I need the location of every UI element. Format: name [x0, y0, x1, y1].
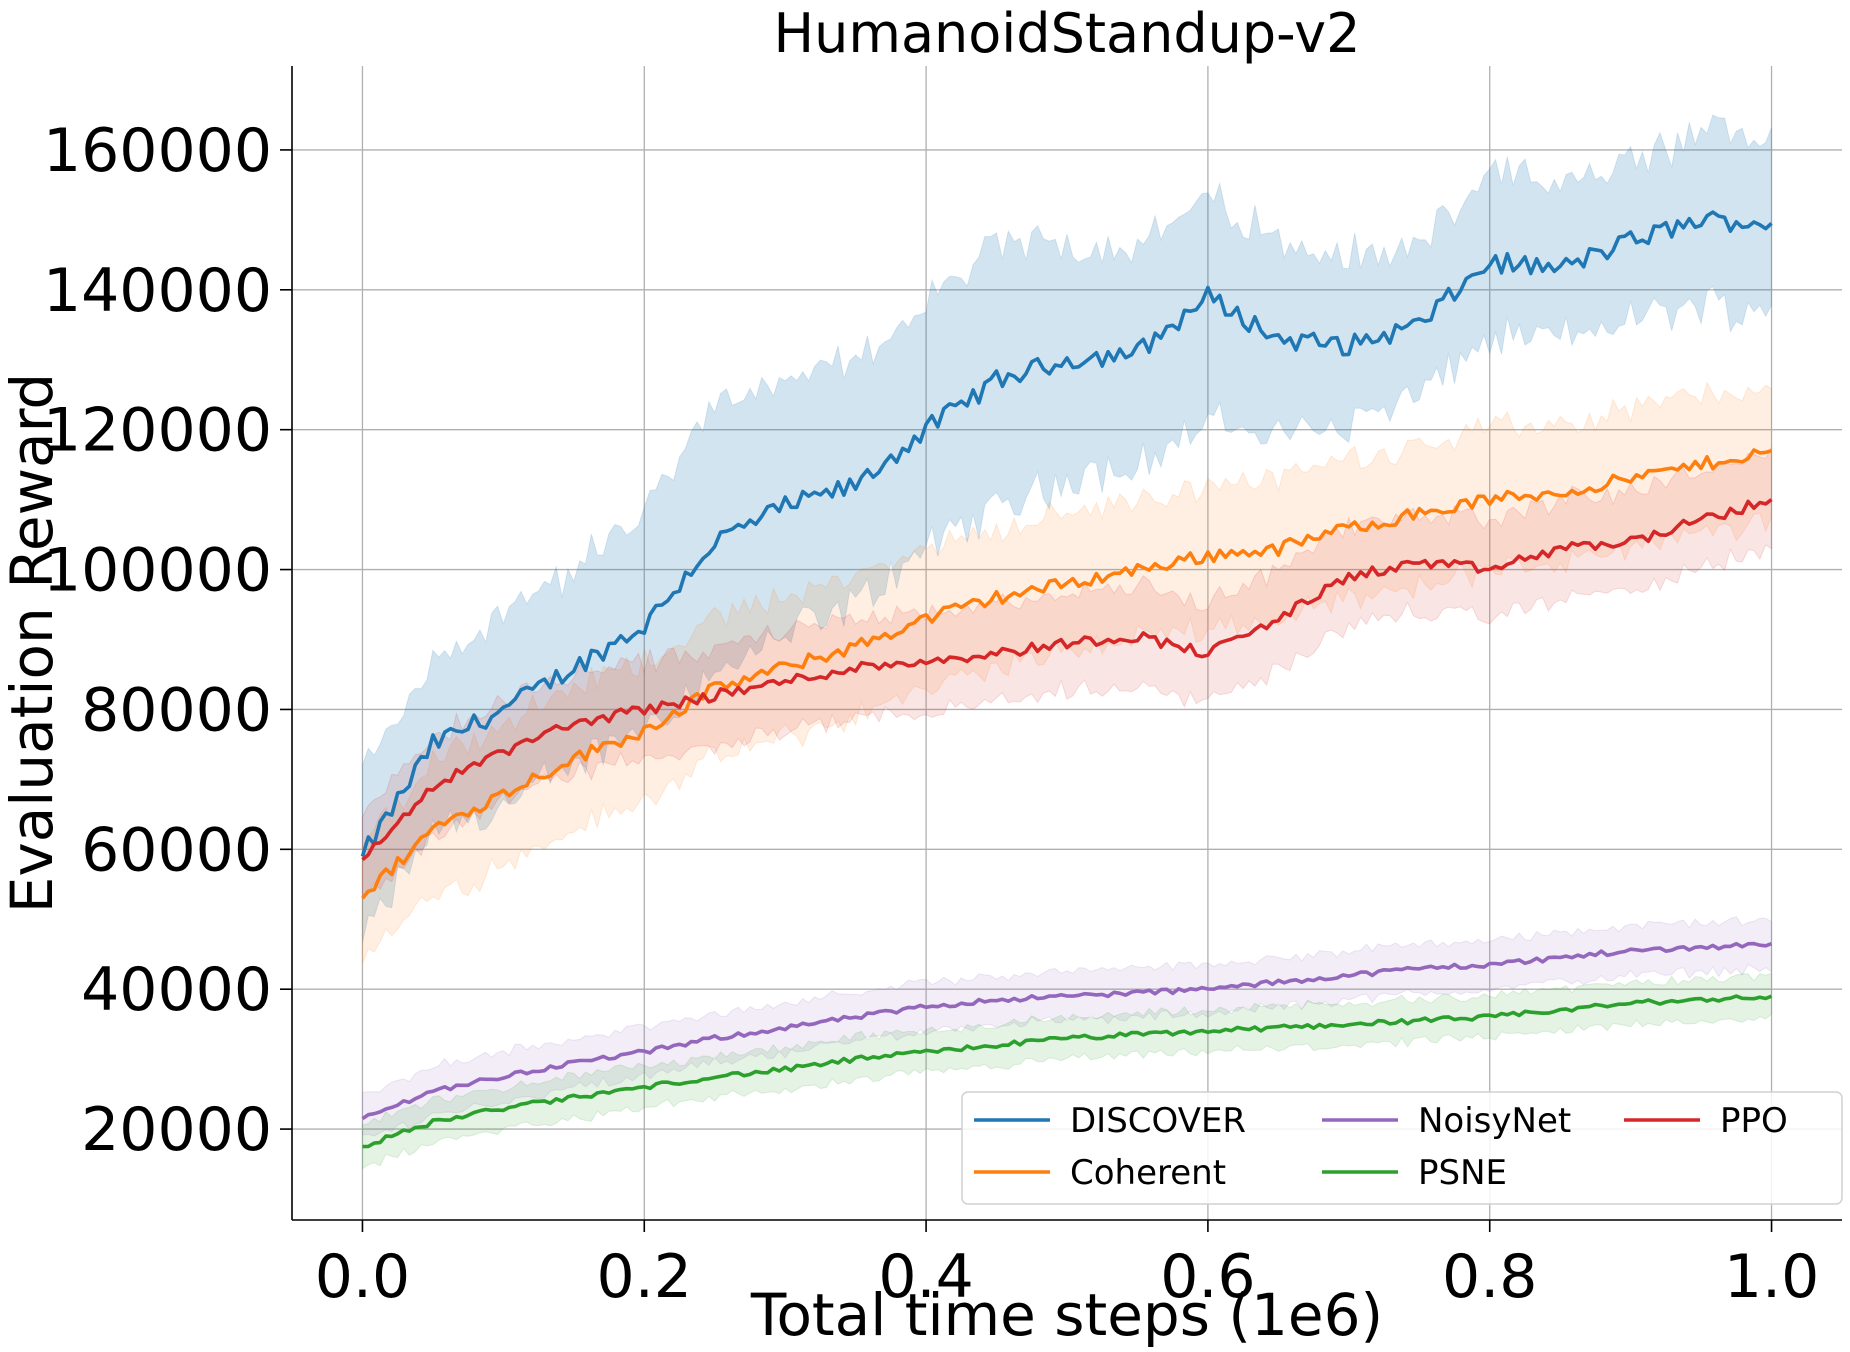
x-tick-label: 1.0 — [1724, 1242, 1819, 1312]
x-ticks: 0.0 0.2 0.4 0.6 0.8 1.0 — [315, 1220, 1819, 1312]
series-line-discover — [360, 210, 1773, 857]
y-tick-label: 140000 — [43, 256, 272, 326]
chart-title: HumanoidStandup-v2 — [774, 2, 1361, 65]
legend-item-psne: PSNE — [1322, 1153, 1507, 1193]
legend-label: DISCOVER — [1070, 1101, 1246, 1141]
legend-label: NoisyNet — [1418, 1101, 1571, 1141]
y-tick-label: 20000 — [81, 1095, 272, 1165]
series-line-coherent — [361, 448, 1773, 900]
series-line-ppo — [361, 498, 1773, 862]
band-discover — [362, 114, 1772, 944]
legend-label: PPO — [1720, 1101, 1788, 1141]
band-coherent — [362, 381, 1772, 964]
x-tick-label: 0.6 — [1160, 1242, 1255, 1312]
x-tick-label: 0.2 — [597, 1242, 692, 1312]
y-tick-label: 80000 — [81, 675, 272, 745]
legend-item-ppo: PPO — [1624, 1101, 1788, 1141]
legend-label: Coherent — [1070, 1153, 1226, 1193]
y-axis-title: Evaluation Reward — [0, 373, 66, 913]
y-tick-label: 120000 — [43, 396, 272, 466]
legend-item-noisynet: NoisyNet — [1322, 1101, 1571, 1141]
y-ticks: 20000 40000 60000 80000 100000 120000 140000 16… — [43, 116, 292, 1165]
legend: DISCOVER Coherent NoisyNet PSNE PPO — [961, 1091, 1843, 1205]
band-noisynet — [362, 916, 1772, 1137]
grid — [292, 66, 1842, 1220]
x-tick-label: 0.0 — [315, 1242, 410, 1312]
legend-label: PSNE — [1418, 1153, 1507, 1193]
y-tick-label: 60000 — [81, 815, 272, 885]
legend-box — [961, 1091, 1843, 1205]
x-axis-title: Total time steps (1e6) — [750, 1281, 1383, 1349]
series-line-noisynet — [361, 941, 1773, 1121]
x-tick-label: 0.8 — [1442, 1242, 1537, 1312]
y-tick-label: 40000 — [81, 955, 272, 1025]
band-ppo — [362, 447, 1772, 897]
y-tick-label: 100000 — [43, 536, 272, 606]
legend-item-discover: DISCOVER — [974, 1101, 1246, 1141]
band-psne — [362, 972, 1772, 1170]
x-tick-label: 0.4 — [878, 1242, 973, 1312]
legend-item-coherent: Coherent — [974, 1153, 1226, 1193]
axes — [291, 66, 1842, 1221]
series-line-psne — [362, 994, 1773, 1149]
confidence-bands — [362, 114, 1772, 1170]
series-lines — [360, 210, 1773, 1149]
y-tick-label: 160000 — [43, 116, 272, 186]
